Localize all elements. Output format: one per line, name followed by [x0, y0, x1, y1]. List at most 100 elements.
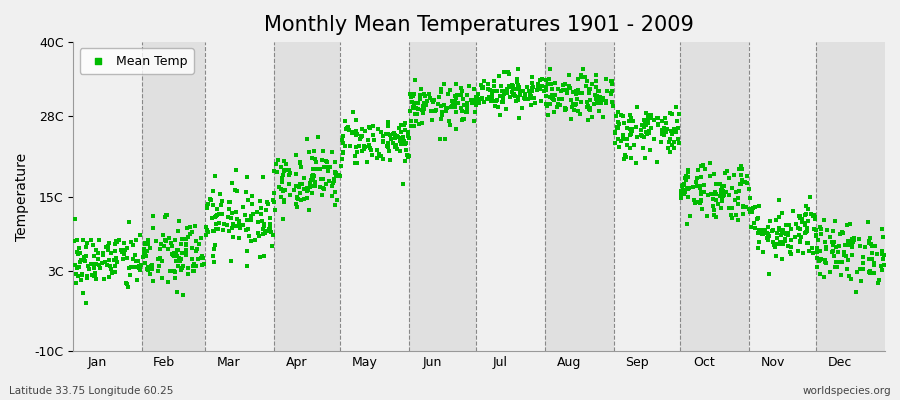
Point: [694, 189, 708, 196]
Point: [790, 225, 805, 232]
Point: [305, 190, 320, 196]
Point: [548, 92, 562, 98]
Point: [415, 106, 429, 113]
Point: [852, 266, 867, 272]
Point: [206, 188, 220, 194]
Point: [381, 144, 395, 150]
Point: [131, 265, 146, 271]
Point: [814, 230, 829, 237]
Point: [155, 275, 169, 282]
Point: [779, 230, 794, 237]
Point: [259, 207, 274, 213]
Point: [174, 240, 188, 247]
Point: [410, 100, 425, 106]
Point: [338, 142, 352, 149]
Point: [469, 102, 483, 108]
Point: [217, 220, 231, 227]
Point: [841, 242, 855, 248]
Point: [616, 156, 631, 162]
Point: [291, 196, 305, 202]
Point: [497, 68, 511, 75]
Point: [836, 249, 850, 255]
Point: [715, 194, 729, 200]
Point: [778, 238, 792, 244]
Point: [240, 248, 255, 254]
Point: [596, 94, 610, 101]
Point: [102, 243, 116, 250]
Point: [772, 214, 787, 220]
Point: [806, 226, 821, 232]
Point: [459, 100, 473, 106]
Point: [356, 146, 371, 152]
Point: [233, 221, 248, 228]
Point: [642, 130, 656, 136]
Point: [525, 88, 539, 94]
Point: [267, 190, 282, 196]
Point: [809, 248, 824, 255]
Point: [407, 101, 421, 108]
Point: [771, 227, 786, 233]
Point: [140, 248, 155, 254]
Point: [310, 134, 325, 141]
Point: [276, 197, 291, 203]
Point: [736, 203, 751, 210]
Point: [635, 145, 650, 152]
Point: [863, 256, 878, 262]
Point: [357, 144, 372, 150]
Point: [332, 172, 347, 179]
Point: [309, 159, 323, 165]
Point: [528, 100, 543, 106]
Point: [186, 267, 201, 274]
Point: [488, 103, 502, 110]
Point: [824, 238, 839, 245]
Point: [91, 256, 105, 262]
Point: [819, 244, 833, 250]
Point: [328, 170, 342, 176]
Point: [244, 238, 258, 244]
Point: [877, 262, 891, 268]
Point: [355, 148, 369, 154]
Point: [766, 227, 780, 234]
Point: [359, 159, 374, 165]
Point: [803, 194, 817, 200]
Point: [325, 149, 339, 155]
Point: [477, 78, 491, 84]
Point: [589, 84, 603, 90]
Point: [810, 254, 824, 261]
Point: [458, 109, 473, 115]
Point: [501, 70, 516, 77]
Point: [834, 272, 849, 278]
Point: [222, 199, 237, 205]
Point: [406, 104, 420, 110]
Point: [76, 290, 90, 296]
Point: [441, 91, 455, 97]
Point: [74, 257, 88, 263]
Point: [623, 132, 637, 138]
Point: [580, 102, 595, 109]
Point: [706, 202, 720, 209]
Point: [551, 86, 565, 92]
Point: [665, 111, 680, 117]
Point: [350, 148, 365, 155]
Point: [809, 232, 824, 239]
Point: [334, 163, 348, 169]
Point: [810, 246, 824, 252]
Point: [103, 263, 117, 269]
Point: [398, 140, 412, 147]
Point: [620, 142, 634, 148]
Point: [306, 176, 320, 183]
Point: [756, 249, 770, 256]
Point: [608, 129, 623, 136]
Point: [400, 152, 414, 158]
Point: [415, 110, 429, 116]
Point: [257, 253, 272, 259]
Point: [355, 133, 369, 139]
Point: [462, 82, 476, 89]
Y-axis label: Temperature: Temperature: [15, 152, 29, 241]
Point: [567, 107, 581, 113]
Point: [813, 271, 827, 277]
Point: [535, 98, 549, 104]
Point: [583, 86, 598, 92]
Point: [762, 218, 777, 224]
Point: [169, 251, 184, 257]
